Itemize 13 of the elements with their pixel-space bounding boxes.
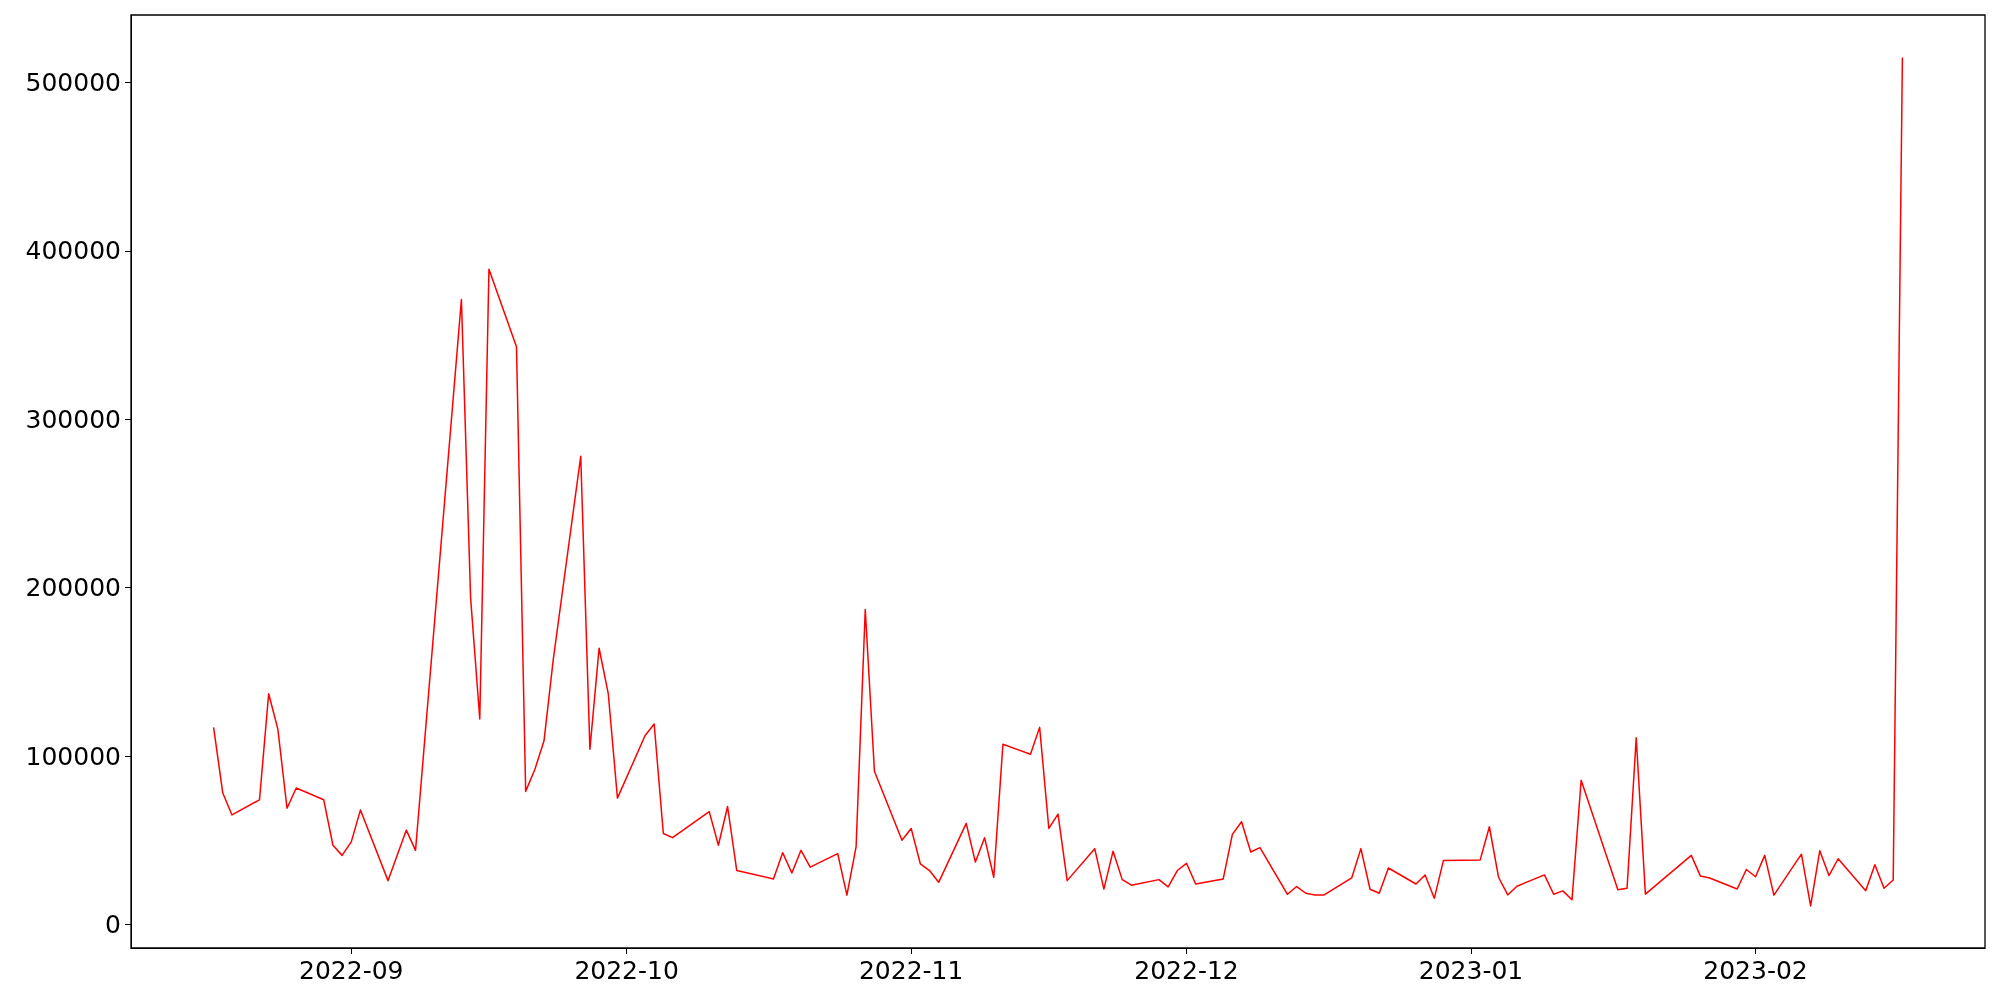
y-tick-label: 300000 xyxy=(25,404,121,434)
y-tick-label: 400000 xyxy=(25,236,121,266)
x-tick-label: 2023-02 xyxy=(1703,956,1808,985)
y-tick-label: 500000 xyxy=(25,67,121,97)
y-tick-label: 0 xyxy=(105,909,121,939)
x-tick-label: 2022-12 xyxy=(1134,956,1239,985)
x-tick-label: 2022-11 xyxy=(858,956,964,985)
x-tick-label: 2023-01 xyxy=(1418,956,1524,985)
x-tick-label: 2022-09 xyxy=(299,956,404,985)
y-tick-label: 200000 xyxy=(25,573,121,603)
y-tick-label: 100000 xyxy=(25,741,121,771)
x-tick-label: 2022-10 xyxy=(574,956,679,985)
line-series xyxy=(212,56,1904,907)
